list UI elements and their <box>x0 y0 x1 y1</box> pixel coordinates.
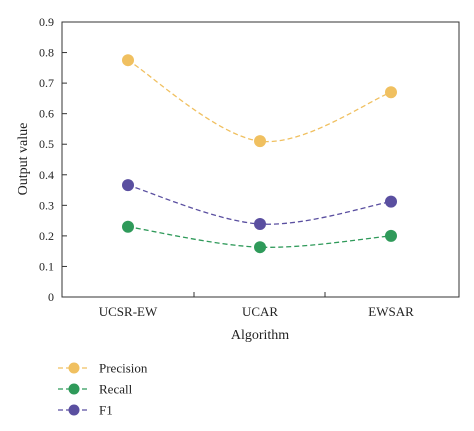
series-layer <box>122 54 397 254</box>
plot-frame <box>61 21 460 298</box>
x-axis-ticks: UCSR-EW UCAR EWSAR <box>99 292 414 319</box>
data-point-f1 <box>385 195 397 208</box>
data-point-f1 <box>122 179 134 192</box>
y-tick-label: 0.8 <box>39 46 54 60</box>
legend-label-recall: Recall <box>99 382 133 397</box>
data-point-precision <box>254 135 266 148</box>
y-tick-label: 0.4 <box>39 168 54 182</box>
legend-marker-recall <box>68 383 80 395</box>
x-tick-label: UCAR <box>242 304 278 319</box>
x-tick-label: EWSAR <box>368 304 414 319</box>
series-line-recall <box>127 226 392 248</box>
legend-label-precision: Precision <box>99 361 148 376</box>
y-tick-label: 0.2 <box>39 229 54 243</box>
y-tick-label: 0.3 <box>39 198 54 212</box>
data-point-recall <box>254 241 266 254</box>
series-line-precision <box>127 59 392 143</box>
y-tick-label: 0.1 <box>39 259 54 273</box>
y-axis-ticks: 0 0.1 0.2 0.3 0.4 0.5 0.6 0.7 0.8 0.9 <box>39 15 67 304</box>
data-point-f1 <box>254 217 266 230</box>
y-tick-label: 0 <box>48 290 54 304</box>
legend-label-f1: F1 <box>99 403 113 418</box>
legend: Precision Recall F1 <box>58 361 148 418</box>
data-point-recall <box>122 220 134 233</box>
legend-marker-f1 <box>68 404 80 416</box>
y-tick-label: 0.7 <box>39 76 54 90</box>
y-tick-label: 0.5 <box>39 137 54 151</box>
y-tick-label: 0.9 <box>39 15 54 29</box>
x-axis-label: Algorithm <box>231 328 289 343</box>
y-axis-label: Output value <box>16 123 31 196</box>
data-point-precision <box>385 86 397 99</box>
data-point-recall <box>385 229 397 242</box>
y-tick-label: 0.6 <box>39 107 54 121</box>
data-point-precision <box>122 54 134 67</box>
x-tick-label: UCSR-EW <box>99 304 158 319</box>
legend-marker-precision <box>68 362 80 374</box>
